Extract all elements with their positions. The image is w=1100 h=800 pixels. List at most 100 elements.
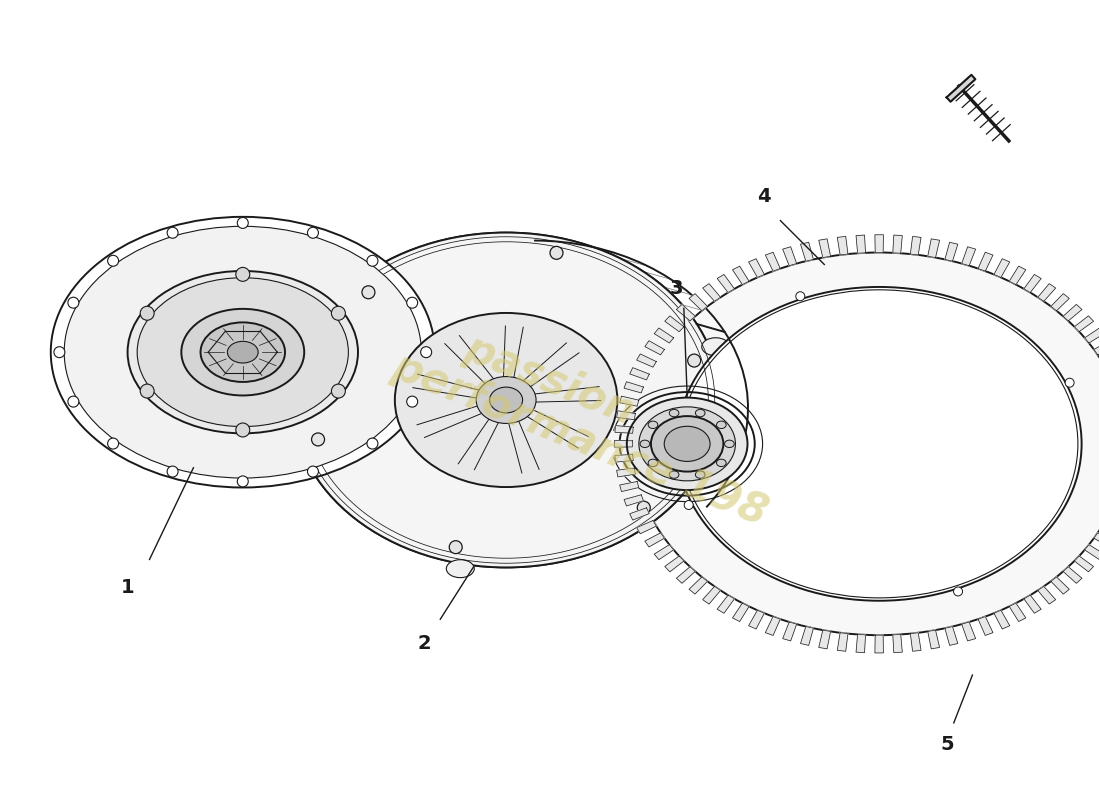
- Polygon shape: [978, 252, 993, 271]
- Ellipse shape: [200, 322, 285, 382]
- Circle shape: [238, 476, 249, 487]
- Circle shape: [54, 346, 65, 358]
- Ellipse shape: [64, 226, 421, 478]
- Polygon shape: [911, 633, 921, 651]
- Polygon shape: [703, 284, 720, 302]
- Ellipse shape: [476, 377, 536, 423]
- Ellipse shape: [395, 313, 617, 487]
- Circle shape: [637, 502, 650, 514]
- Ellipse shape: [128, 271, 358, 434]
- Polygon shape: [717, 595, 735, 614]
- Ellipse shape: [648, 459, 658, 466]
- Ellipse shape: [293, 233, 720, 567]
- Polygon shape: [783, 622, 796, 641]
- Circle shape: [68, 396, 79, 407]
- Polygon shape: [911, 237, 921, 255]
- Polygon shape: [645, 533, 664, 547]
- Polygon shape: [766, 617, 780, 635]
- Text: passion: passion: [459, 327, 641, 434]
- Ellipse shape: [51, 217, 435, 487]
- Text: 4: 4: [757, 187, 771, 206]
- Ellipse shape: [228, 342, 258, 363]
- Polygon shape: [1037, 284, 1056, 302]
- Polygon shape: [818, 630, 830, 649]
- Ellipse shape: [725, 440, 734, 447]
- Polygon shape: [676, 305, 695, 321]
- Polygon shape: [818, 239, 830, 258]
- Ellipse shape: [664, 426, 711, 462]
- Polygon shape: [619, 482, 639, 491]
- Circle shape: [367, 438, 378, 449]
- Circle shape: [167, 466, 178, 477]
- Polygon shape: [801, 242, 813, 261]
- Circle shape: [407, 396, 418, 407]
- Polygon shape: [1085, 328, 1100, 343]
- Polygon shape: [617, 410, 636, 420]
- Ellipse shape: [627, 398, 748, 490]
- Text: performance 198: performance 198: [386, 346, 773, 534]
- Ellipse shape: [669, 410, 679, 417]
- Polygon shape: [1024, 274, 1041, 293]
- Circle shape: [688, 354, 701, 367]
- Polygon shape: [624, 494, 644, 506]
- Polygon shape: [947, 75, 976, 102]
- Polygon shape: [676, 567, 695, 583]
- Polygon shape: [856, 634, 866, 653]
- Circle shape: [308, 227, 318, 238]
- Circle shape: [420, 346, 431, 358]
- Ellipse shape: [447, 560, 474, 578]
- Circle shape: [550, 246, 563, 259]
- Polygon shape: [733, 266, 749, 285]
- Ellipse shape: [329, 276, 356, 294]
- Polygon shape: [783, 246, 796, 266]
- Polygon shape: [615, 441, 632, 447]
- Polygon shape: [994, 610, 1010, 629]
- Ellipse shape: [490, 387, 522, 413]
- Circle shape: [449, 541, 462, 554]
- Polygon shape: [615, 454, 634, 462]
- Polygon shape: [689, 294, 707, 310]
- Polygon shape: [617, 468, 636, 477]
- Polygon shape: [1085, 545, 1100, 560]
- Ellipse shape: [676, 287, 1081, 601]
- Text: 1: 1: [121, 578, 134, 597]
- Circle shape: [1065, 378, 1074, 387]
- Polygon shape: [1050, 294, 1069, 310]
- Polygon shape: [978, 617, 993, 635]
- Circle shape: [684, 501, 693, 510]
- Circle shape: [362, 286, 375, 298]
- Circle shape: [140, 384, 154, 398]
- Polygon shape: [1050, 577, 1069, 594]
- Circle shape: [140, 306, 154, 320]
- Ellipse shape: [716, 459, 726, 466]
- Circle shape: [795, 292, 805, 301]
- Polygon shape: [1037, 586, 1056, 604]
- Circle shape: [167, 227, 178, 238]
- Circle shape: [311, 433, 324, 446]
- Polygon shape: [766, 252, 780, 271]
- Polygon shape: [629, 368, 649, 380]
- Circle shape: [235, 423, 250, 437]
- Text: 5: 5: [940, 735, 954, 754]
- Polygon shape: [1075, 556, 1093, 572]
- Polygon shape: [664, 316, 684, 332]
- Ellipse shape: [702, 338, 729, 356]
- Polygon shape: [1063, 567, 1082, 583]
- Polygon shape: [664, 556, 684, 572]
- Polygon shape: [994, 258, 1010, 278]
- Ellipse shape: [695, 410, 705, 417]
- Circle shape: [367, 255, 378, 266]
- Polygon shape: [1063, 305, 1082, 321]
- Polygon shape: [689, 577, 707, 594]
- Polygon shape: [645, 341, 664, 355]
- Polygon shape: [945, 626, 958, 646]
- Polygon shape: [837, 237, 848, 255]
- Polygon shape: [893, 634, 902, 653]
- Polygon shape: [1075, 316, 1093, 332]
- Ellipse shape: [648, 421, 658, 429]
- Polygon shape: [856, 235, 866, 254]
- Polygon shape: [703, 586, 720, 604]
- Polygon shape: [874, 635, 883, 653]
- Circle shape: [108, 255, 119, 266]
- Polygon shape: [1093, 341, 1100, 355]
